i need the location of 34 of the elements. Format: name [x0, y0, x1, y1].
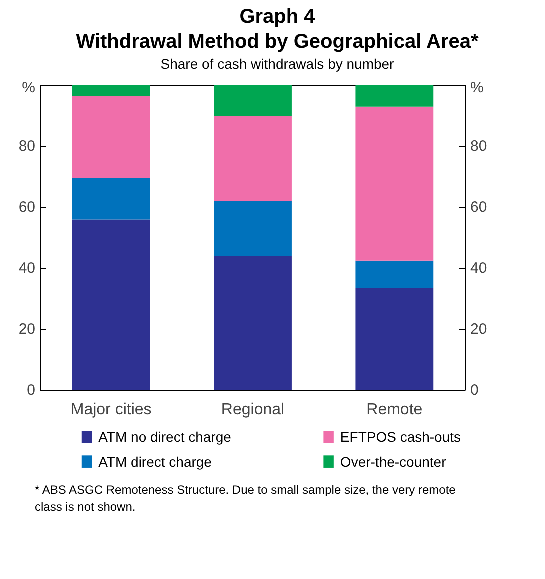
y-tick-label: 0 [27, 382, 36, 400]
y-tick-label: 60 [18, 199, 36, 216]
bar [356, 288, 434, 391]
y-tick-label: 80 [18, 138, 36, 156]
x-tick-label: Regional [221, 402, 285, 419]
bar [72, 178, 150, 220]
text: * ABS ASGC Remoteness Structure. Due to small sample size, the very remote class is not shown. [35, 482, 457, 516]
bar [72, 86, 150, 96]
y2-tick-label: % [470, 80, 484, 97]
bar [356, 261, 434, 288]
bar [214, 86, 292, 116]
bar [72, 220, 150, 391]
chart-subtitle: Share of cash withdrawals by number [160, 55, 396, 73]
y2-tick-label: 80 [470, 138, 488, 156]
bar [214, 116, 292, 202]
bar [356, 86, 434, 107]
y2-tick-label: 60 [470, 199, 488, 216]
y-tick-label: 40 [18, 260, 36, 278]
y-tick-label: % [22, 80, 36, 97]
x-tick-label: Major cities [70, 402, 152, 419]
bar [356, 106, 434, 262]
legend-label: EFTPOS cash-outs [340, 429, 462, 446]
legend-label: Over-the-counter [340, 454, 447, 470]
legend-label: ATM no direct charge [98, 429, 232, 446]
bar [72, 96, 150, 179]
x-tick-label: Remote [366, 402, 423, 419]
y2-tick-label: 0 [470, 382, 479, 400]
y2-tick-label: 40 [470, 260, 488, 278]
chart-title: Graph 4 Withdrawal Method by Geographical Area* [75, 5, 480, 55]
bar [214, 256, 292, 391]
y-tick-label: 20 [18, 321, 36, 338]
y2-tick-label: 20 [470, 321, 488, 338]
legend-label: ATM direct charge [98, 454, 212, 470]
bar [214, 202, 292, 256]
